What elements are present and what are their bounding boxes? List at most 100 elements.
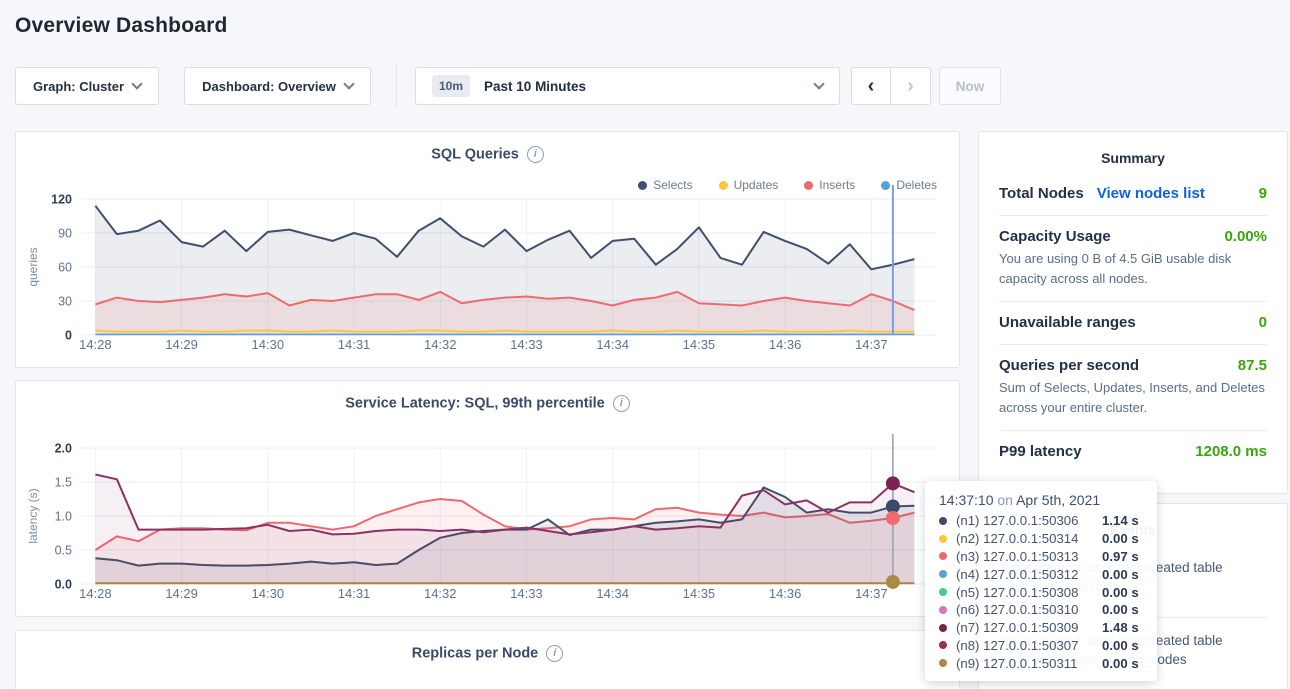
capacity-desc: You are using 0 B of 4.5 GiB usable disk… <box>999 249 1267 288</box>
y-tick-label: 120 <box>51 193 72 207</box>
summary-row-total-nodes: Total Nodes View nodes list 9 <box>999 173 1267 215</box>
node-color-dot <box>939 624 947 632</box>
summary-row-p99: P99 latency 1208.0 ms <box>999 430 1267 473</box>
x-tick-label: 14:30 <box>252 337 285 352</box>
node-latency-value: 0.00 s <box>1102 656 1139 671</box>
summary-row-capacity: Capacity Usage 0.00% You are using 0 B o… <box>999 215 1267 301</box>
capacity-label: Capacity Usage <box>999 228 1111 245</box>
sql-legend: Selects Updates Inserts Deletes <box>638 178 937 192</box>
total-nodes-label: Total Nodes <box>999 185 1084 202</box>
unavailable-ranges-value: 0 <box>1259 314 1267 331</box>
x-tick-label: 14:36 <box>769 337 802 352</box>
dashboard-selector-label: Dashboard: Overview <box>202 79 336 94</box>
node-color-dot <box>939 659 947 667</box>
y-tick-label: 60 <box>58 261 72 275</box>
legend-item-selects[interactable]: Selects <box>638 178 692 192</box>
x-tick-label: 14:33 <box>510 337 543 352</box>
legend-item-inserts[interactable]: Inserts <box>804 178 855 192</box>
node-color-dot <box>939 588 947 596</box>
node-address: (n6) 127.0.0.1:50310 <box>956 602 1102 617</box>
node-address: (n5) 127.0.0.1:50308 <box>956 585 1102 600</box>
legend-label: Selects <box>653 178 692 192</box>
view-nodes-list-link[interactable]: View nodes list <box>1097 185 1205 202</box>
node-address: (n2) 127.0.0.1:50314 <box>956 531 1102 546</box>
node-color-dot <box>939 552 947 560</box>
x-tick-label: 14:30 <box>252 586 285 601</box>
capacity-value: 0.00% <box>1224 228 1267 245</box>
x-tick-label: 14:35 <box>683 337 716 352</box>
summary-row-qps: Queries per second 87.5 Sum of Selects, … <box>999 344 1267 430</box>
x-tick-label: 14:31 <box>338 337 371 352</box>
p99-latency-value: 1208.0 ms <box>1195 443 1267 460</box>
legend-dot <box>881 181 890 190</box>
tooltip-node-row: (n5) 127.0.0.1:503080.00 s <box>939 583 1143 601</box>
x-tick-label: 14:29 <box>165 337 198 352</box>
latency-hover-tooltip: 14:37:10 on Apr 5th, 2021 (n1) 127.0.0.1… <box>925 481 1157 681</box>
node-latency-value: 0.00 s <box>1102 602 1139 617</box>
node-address: (n3) 127.0.0.1:50313 <box>956 549 1102 564</box>
tooltip-rows: (n1) 127.0.0.1:503061.14 s(n2) 127.0.0.1… <box>939 512 1143 672</box>
y-tick-label: 1.0 <box>55 510 72 524</box>
node-color-dot <box>939 606 947 614</box>
service-latency-title: Service Latency: SQL, 99th percentilei <box>16 395 959 412</box>
summary-title: Summary <box>979 132 1287 173</box>
x-tick-label: 14:33 <box>510 586 543 601</box>
legend-item-deletes[interactable]: Deletes <box>881 178 937 192</box>
time-range-picker[interactable]: 10m Past 10 Minutes <box>415 67 840 105</box>
x-tick-label: 14:37 <box>855 337 888 352</box>
x-tick-label: 14:36 <box>769 586 802 601</box>
legend-dot <box>638 181 647 190</box>
graph-selector-label: Graph: Cluster <box>33 79 124 94</box>
graph-selector-dropdown[interactable]: Graph: Cluster <box>15 67 159 105</box>
chevron-down-icon <box>813 78 824 89</box>
node-latency-value: 0.00 s <box>1102 531 1139 546</box>
summary-row-unavailable: Unavailable ranges 0 <box>999 301 1267 344</box>
legend-item-updates[interactable]: Updates <box>719 178 779 192</box>
node-address: (n1) 127.0.0.1:50306 <box>956 513 1102 528</box>
node-latency-value: 0.00 s <box>1102 567 1139 582</box>
legend-dot <box>719 181 728 190</box>
y-axis-label: queries <box>26 247 40 286</box>
node-color-dot <box>939 641 947 649</box>
chevron-down-icon <box>343 78 354 89</box>
now-button[interactable]: Now <box>939 67 1001 105</box>
sql-queries-plot[interactable]: 030609012014:2814:2914:3014:3114:3214:33… <box>16 132 959 367</box>
node-color-dot <box>939 570 947 578</box>
node-address: (n7) 127.0.0.1:50309 <box>956 620 1102 635</box>
sql-queries-title: SQL Queriesi <box>16 146 959 163</box>
time-nav-group: ‹ › <box>851 67 931 105</box>
node-color-dot <box>939 535 947 543</box>
y-axis-label: latency (s) <box>26 488 40 543</box>
x-tick-label: 14:29 <box>165 586 198 601</box>
x-tick-label: 14:37 <box>855 586 888 601</box>
qps-desc: Sum of Selects, Updates, Inserts, and De… <box>999 378 1267 417</box>
dashboard-selector-dropdown[interactable]: Dashboard: Overview <box>184 67 371 105</box>
tooltip-node-row: (n8) 127.0.0.1:503070.00 s <box>939 637 1143 655</box>
sql-queries-chart[interactable]: 030609012014:2814:2914:3014:3114:3214:33… <box>16 132 959 367</box>
toolbar-divider <box>396 64 397 108</box>
time-range-badge: 10m <box>432 75 470 97</box>
info-icon[interactable]: i <box>527 146 544 163</box>
time-range-label: Past 10 Minutes <box>484 79 586 94</box>
tooltip-node-row: (n4) 127.0.0.1:503120.00 s <box>939 565 1143 583</box>
sql-queries-panel: SQL Queriesi Selects Updates Inserts Delete… <box>15 131 960 368</box>
tooltip-node-row: (n2) 127.0.0.1:503140.00 s <box>939 530 1143 548</box>
x-tick-label: 14:32 <box>424 586 457 601</box>
tooltip-node-row: (n1) 127.0.0.1:503061.14 s <box>939 512 1143 530</box>
x-tick-label: 14:31 <box>338 586 371 601</box>
service-latency-chart[interactable]: 0.00.51.01.52.014:2814:2914:3014:3114:32… <box>16 381 959 616</box>
service-latency-plot[interactable]: 0.00.51.01.52.014:2814:2914:3014:3114:32… <box>16 381 959 616</box>
node-latency-value: 0.00 s <box>1102 638 1139 653</box>
time-prev-button[interactable]: ‹ <box>851 67 891 105</box>
page-title: Overview Dashboard <box>15 14 228 38</box>
time-next-button[interactable]: › <box>891 67 931 105</box>
summary-panel: Summary Total Nodes View nodes list 9 Ca… <box>978 131 1288 494</box>
node-address: (n9) 127.0.0.1:50311 <box>956 656 1102 671</box>
replicas-per-node-title: Replicas per Nodei <box>16 645 959 662</box>
info-icon[interactable]: i <box>546 645 563 662</box>
info-icon[interactable]: i <box>613 395 630 412</box>
y-tick-label: 2.0 <box>55 442 72 456</box>
x-tick-label: 14:32 <box>424 337 457 352</box>
tooltip-node-row: (n9) 127.0.0.1:503110.00 s <box>939 654 1143 672</box>
service-latency-panel: Service Latency: SQL, 99th percentilei 0… <box>15 380 960 617</box>
